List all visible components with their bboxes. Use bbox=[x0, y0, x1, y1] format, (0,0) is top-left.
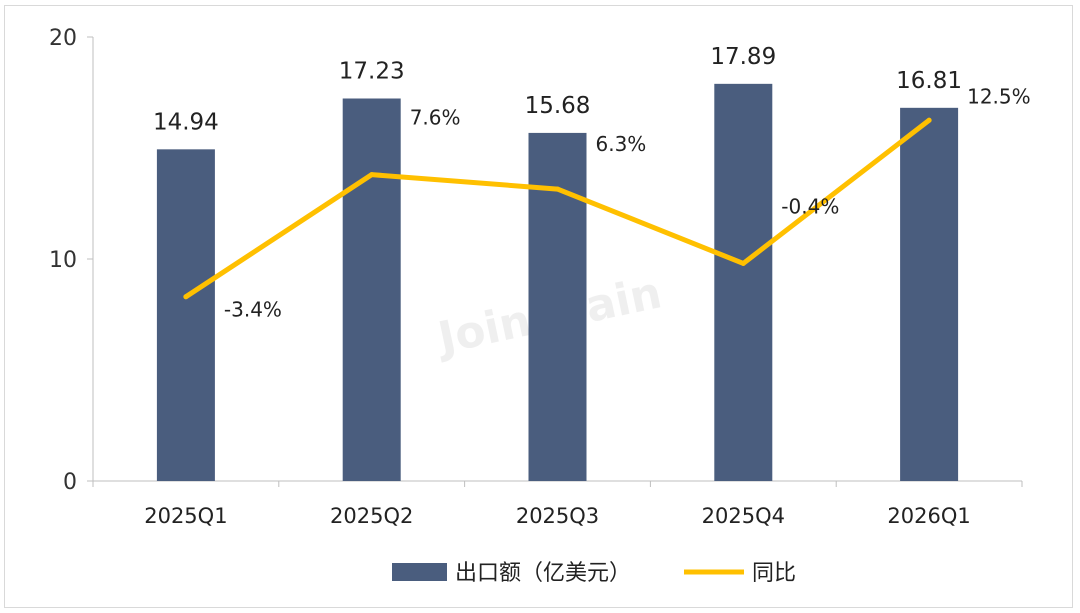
x-tick-label: 2025Q2 bbox=[330, 504, 413, 528]
yoy-value-label: 6.3% bbox=[596, 132, 647, 156]
y-tick-label: 0 bbox=[63, 470, 77, 495]
yoy-value-label: 7.6% bbox=[410, 106, 461, 130]
bar-2025Q2 bbox=[342, 98, 401, 481]
yoy-point bbox=[740, 260, 746, 266]
y-tick-label: 10 bbox=[49, 248, 77, 273]
bar-value-label: 16.81 bbox=[896, 68, 962, 94]
yoy-value-label: 12.5% bbox=[967, 84, 1031, 108]
bar-2026Q1 bbox=[900, 107, 959, 482]
bar-value-label: 14.94 bbox=[153, 109, 219, 135]
bar-value-label: 17.89 bbox=[710, 44, 776, 70]
legend-line-label: 同比 bbox=[752, 561, 796, 586]
bar-value-label: 15.68 bbox=[525, 93, 591, 119]
yoy-point bbox=[369, 172, 375, 178]
x-tick-label: 2025Q3 bbox=[516, 504, 599, 528]
yoy-point bbox=[926, 117, 932, 123]
bar-value-label: 17.23 bbox=[339, 58, 405, 84]
yoy-point bbox=[555, 186, 560, 192]
legend-bar-swatch bbox=[392, 563, 447, 581]
bar-2025Q1 bbox=[156, 149, 215, 481]
yoy-point bbox=[183, 294, 189, 300]
legend-bar-label: 出口额（亿美元） bbox=[455, 561, 631, 586]
y-tick-label: 20 bbox=[49, 26, 77, 51]
yoy-value-label: -0.4% bbox=[781, 194, 839, 218]
x-tick-label: 2025Q1 bbox=[144, 504, 227, 528]
x-tick-label: 2025Q4 bbox=[702, 504, 785, 528]
legend: 出口额（亿美元） 同比 bbox=[392, 561, 796, 586]
yoy-value-label: -3.4% bbox=[224, 298, 282, 322]
x-tick-label: 2026Q1 bbox=[887, 504, 970, 528]
bar-2025Q4 bbox=[714, 83, 773, 481]
